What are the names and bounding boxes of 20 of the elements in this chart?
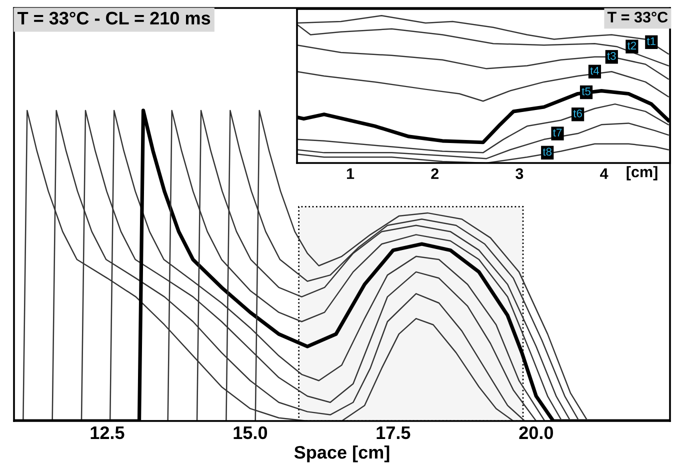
annotation: t5 (582, 87, 590, 96)
x-tick-label: 12.5 (90, 426, 124, 440)
annotation: t7 (553, 128, 562, 136)
annotation: t6 (573, 109, 582, 118)
annotation: t8 (542, 148, 552, 156)
x-tick-label: 4 (600, 168, 608, 179)
chart-title: T = 33°C - CL = 210 ms (17, 12, 210, 25)
x-tick-label: 3 (516, 168, 524, 180)
annotation: t4 (590, 66, 600, 75)
annotation: t3 (607, 52, 616, 60)
annotation: t2 (627, 42, 636, 50)
x-axis-title: Space [cm] (294, 445, 390, 462)
x-tick-label: 17.5 (376, 426, 410, 440)
x-tick-label: 15.0 (234, 426, 268, 440)
x-tick-label: 1 (347, 168, 354, 179)
annotation: T = 33°C (607, 12, 668, 23)
annotation: t1 (646, 37, 656, 46)
x-axis-title: [cm] (626, 166, 658, 180)
x-tick-label: 2 (431, 168, 439, 179)
x-tick-label: 20.0 (519, 426, 553, 440)
